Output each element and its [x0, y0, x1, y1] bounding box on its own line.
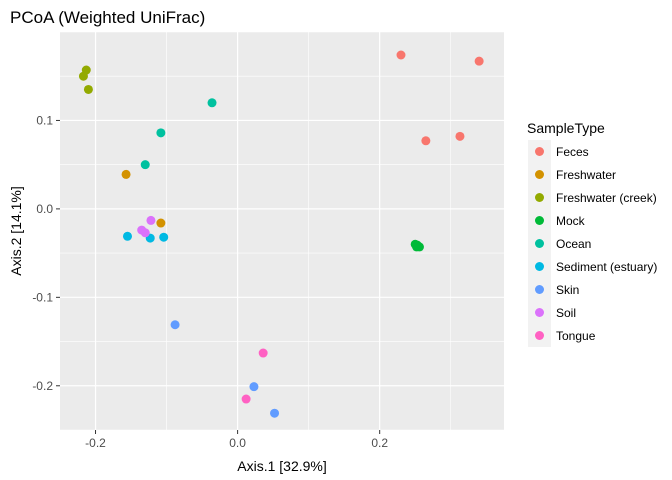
legend-label: Soil	[556, 306, 576, 320]
legend-item-freshwater-creek: Freshwater (creek)	[528, 186, 657, 209]
point-freshwater-creek	[81, 65, 91, 75]
data-points	[78, 50, 484, 418]
legend-key-dot	[535, 170, 544, 179]
legend-key-dot	[535, 239, 544, 248]
legend-key-dot	[535, 216, 544, 225]
point-feces	[474, 56, 484, 66]
legend-item-mock: Mock	[528, 209, 586, 232]
point-skin	[270, 408, 280, 418]
point-skin	[249, 382, 259, 392]
y-tick-label: 0.0	[36, 202, 53, 216]
legend-item-tongue: Tongue	[528, 324, 596, 347]
legend-key-dot	[535, 262, 544, 271]
legend-item-sediment-estuary: Sediment (estuary)	[528, 255, 657, 278]
point-feces	[455, 131, 465, 141]
point-soil	[140, 228, 150, 238]
legend-label: Feces	[556, 145, 589, 159]
x-tick-label: 0.2	[371, 436, 388, 450]
point-ocean	[207, 98, 217, 108]
legend-label: Mock	[556, 214, 586, 228]
legend-label: Freshwater	[556, 168, 616, 182]
point-ocean	[140, 160, 150, 170]
legend-label: Freshwater (creek)	[556, 191, 657, 205]
legend-key-dot	[535, 147, 544, 156]
point-freshwater-creek	[83, 84, 93, 94]
plot-panel	[60, 32, 504, 430]
y-tick-label: 0.1	[36, 113, 53, 127]
point-freshwater	[121, 169, 131, 179]
x-tick-label: -0.2	[85, 436, 106, 450]
legend-key-dot	[535, 193, 544, 202]
x-axis-title: Axis.1 [32.9%]	[237, 458, 327, 474]
gridlines	[60, 31, 504, 431]
x-axis-ticks: -0.2 0.0 0.2	[85, 430, 388, 450]
legend-items: Feces Freshwater Freshwater (creek) Mock Oce…	[528, 140, 657, 347]
legend-title: SampleType	[527, 120, 605, 136]
y-tick-label: -0.1	[32, 290, 53, 304]
legend-key-dot	[535, 285, 544, 294]
legend-item-soil: Soil	[528, 301, 576, 324]
point-feces	[421, 136, 431, 146]
x-tick-label: 0.0	[229, 436, 246, 450]
point-feces	[396, 50, 406, 60]
point-mock	[412, 242, 422, 252]
legend-key-dot	[535, 308, 544, 317]
point-ocean	[156, 128, 166, 138]
y-axis-ticks: -0.2 -0.1 0.0 0.1	[32, 113, 60, 393]
point-soil	[146, 215, 156, 225]
legend-item-skin: Skin	[528, 278, 579, 301]
point-freshwater	[156, 218, 166, 228]
legend-label: Tongue	[556, 329, 596, 343]
legend-item-freshwater: Freshwater	[528, 163, 616, 186]
point-sediment-estuary	[122, 231, 132, 241]
legend-label: Skin	[556, 283, 579, 297]
point-tongue	[241, 394, 251, 404]
point-tongue	[258, 348, 268, 358]
legend: SampleType Feces Freshwater Freshwater (cr…	[527, 120, 657, 347]
legend-label: Sediment (estuary)	[556, 260, 657, 274]
y-axis-title: Axis.2 [14.1%]	[8, 186, 24, 276]
legend-item-ocean: Ocean	[528, 232, 591, 255]
legend-item-feces: Feces	[528, 140, 589, 163]
y-tick-label: -0.2	[32, 379, 53, 393]
legend-key-dot	[535, 331, 544, 340]
point-skin	[170, 320, 180, 330]
legend-label: Ocean	[556, 237, 591, 251]
chart-title: PCoA (Weighted UniFrac)	[10, 8, 205, 27]
point-sediment-estuary	[159, 232, 169, 242]
